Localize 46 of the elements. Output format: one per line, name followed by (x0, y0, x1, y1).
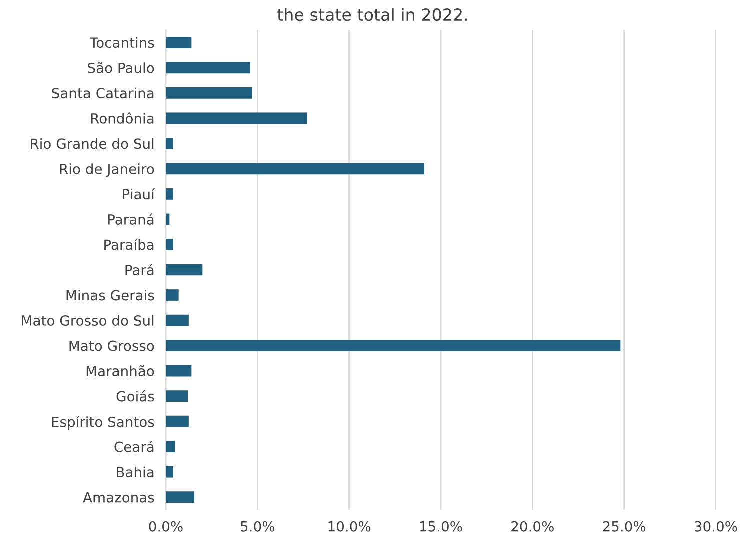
bar (166, 466, 174, 478)
x-tick-label: 15.0% (420, 521, 462, 532)
bar (166, 340, 621, 352)
y-tick-label: Minas Gerais (66, 290, 154, 301)
bar (166, 314, 189, 326)
y-tick-label: Bahia (117, 466, 154, 478)
y-tick-label: Rio Grande do Sul (31, 138, 154, 150)
bar (166, 112, 308, 124)
bar (166, 492, 194, 504)
bar (166, 214, 170, 226)
y-tick-label: Pará (126, 264, 154, 276)
y-tick-label: Amazonas (83, 492, 154, 503)
x-tick-label: 0.0% (149, 521, 183, 532)
bar (166, 365, 192, 377)
bar (166, 62, 250, 74)
bar (166, 138, 174, 150)
bar (166, 239, 174, 250)
y-tick-label: Piauí (123, 188, 156, 200)
x-tick-label: 25.0% (603, 521, 646, 532)
bar (166, 87, 252, 99)
y-tick-label: Paraíba (104, 238, 154, 250)
bar (166, 188, 174, 200)
x-tick-label: 5.0% (241, 521, 275, 532)
y-tick-label: Santa Catarina (52, 88, 154, 99)
y-tick-label: Mato Grosso (70, 340, 154, 352)
y-tick-label: Espírito Santos (52, 416, 154, 430)
y-tick-label: Rio de Janeiro (60, 164, 154, 178)
bar (166, 416, 189, 428)
bar (166, 290, 179, 301)
x-tick-label: 20.0% (512, 521, 554, 532)
bar (166, 264, 203, 276)
chart-title: the state total in 2022. (278, 8, 468, 22)
y-tick-label: Mato Grosso do Sul (22, 315, 154, 326)
bar (166, 390, 188, 402)
y-tick-label: Paraná (108, 214, 154, 225)
x-tick-label: 30.0% (695, 521, 738, 532)
y-tick-label: Tocantins (90, 37, 154, 48)
y-tick-label: Ceará (114, 441, 154, 452)
bar (166, 163, 424, 175)
x-tick-label: 10.0% (328, 521, 371, 532)
bar (166, 441, 176, 453)
y-tick-label: Goiás (116, 390, 154, 402)
y-tick-label: Maranhão (86, 366, 154, 377)
bar (166, 36, 192, 48)
y-tick-label: São Paulo (88, 62, 154, 74)
y-tick-label: Rondônia (91, 112, 154, 124)
